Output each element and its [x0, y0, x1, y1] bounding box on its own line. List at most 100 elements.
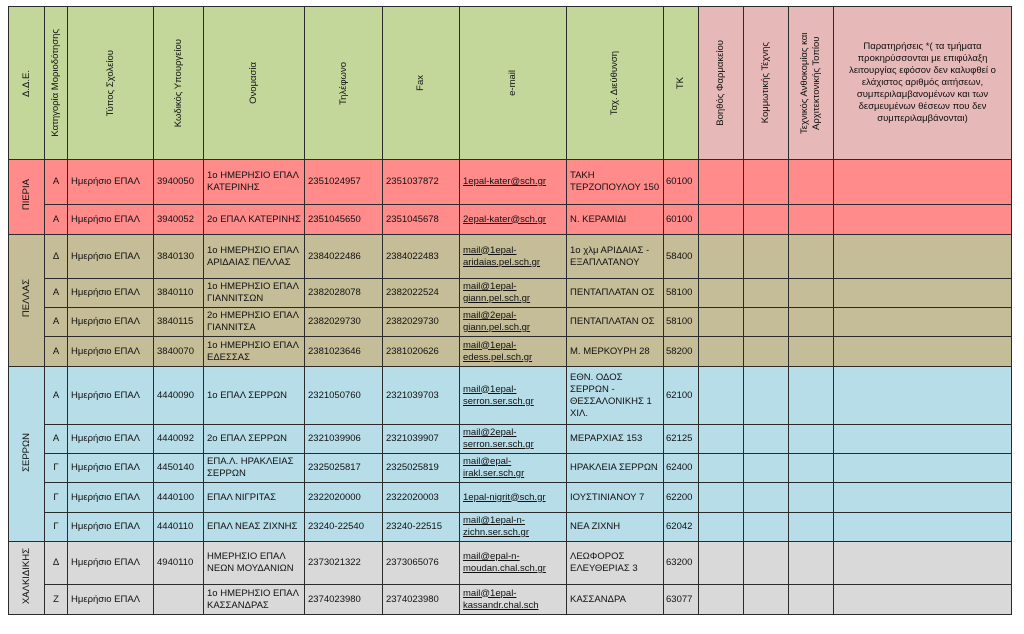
ministry-code-cell: 3940050 — [153, 159, 204, 205]
ministry-code-cell: 4450140 — [153, 453, 204, 483]
phone-cell: 2321039906 — [304, 424, 383, 454]
school-type-cell: Ημερήσιο ΕΠΑΛ — [67, 541, 154, 585]
landscape-cell — [788, 541, 834, 585]
table-row: Α Ημερήσιο ΕΠΑΛ 4440092 2ο ΕΠΑΛ ΣΕΡΡΩΝ 23210… — [9, 424, 1012, 454]
email-link[interactable]: 1epal-nigrit@sch.gr — [459, 482, 567, 513]
remarks-cell — [833, 366, 1012, 425]
school-type-cell: Ημερήσιο ΕΠΑΛ — [67, 453, 154, 483]
school-name-cell: ΕΠΑΛ ΝΕΑΣ ΖΙΧΝΗΣ — [203, 512, 305, 542]
address-cell: ΤΑΚΗ ΤΕΡΖΟΠΟΥΛΟΥ 150 — [566, 159, 664, 205]
email-link[interactable]: mail@1epal-edess.pel.sch.gr — [459, 336, 567, 367]
address-cell: ΛΕΩΦΟΡΟΣ ΕΛΕΥΘΕΡΙΑΣ 3 — [566, 541, 664, 585]
pharmacy-cell — [698, 278, 744, 308]
phone-cell: 2325025817 — [304, 453, 383, 483]
hair-styling-cell — [743, 159, 789, 205]
school-name-cell: 1ο ΗΜΕΡΗΣΙΟ ΕΠΑΛ ΓΙΑΝΝΙΤΣΩΝ — [203, 278, 305, 308]
email-link[interactable]: mail@2epal-giann.pel.sch.gr — [459, 307, 567, 337]
address-cell: ΠΕΝΤΑΠΛΑΤΑΝ ΟΣ — [566, 307, 664, 337]
remarks-cell — [833, 584, 1012, 615]
header-remarks: Παρατηρήσεις *( τα τμήματα προκηρύσσοντα… — [833, 6, 1012, 160]
header-tk: ΤΚ — [663, 6, 699, 160]
header-dde: Δ.Δ.Ε. — [8, 6, 45, 160]
phone-cell: 2384022486 — [304, 234, 383, 279]
tk-cell: 62400 — [663, 453, 699, 483]
remarks-cell — [833, 307, 1012, 337]
region-label: ΠΙΕΡΙΑ — [20, 179, 32, 211]
email-link[interactable]: mail@epal-irakl.ser.sch.gr — [459, 453, 567, 483]
pharmacy-cell — [698, 541, 744, 585]
region-cell: ΠΙΕΡΙΑ — [8, 159, 45, 235]
fax-cell: 2384022483 — [382, 234, 460, 279]
tk-cell: 62125 — [663, 424, 699, 454]
fax-cell: 2321039703 — [382, 366, 460, 425]
landscape-cell — [788, 336, 834, 367]
hair-styling-cell — [743, 512, 789, 542]
table-row: Α Ημερήσιο ΕΠΑΛ 3940052 2ο ΕΠΑΛ ΚΑΤΕΡΙΝΗΣ 23… — [9, 204, 1012, 235]
header-name: Ονομασία — [203, 6, 305, 160]
table-row: ΠΕΛΛΑΣ Δ Ημερήσιο ΕΠΑΛ 3840130 1ο ΗΜΕΡΗΣΙΟ Ε… — [8, 234, 1012, 367]
remarks-cell — [833, 159, 1012, 205]
landscape-cell — [788, 482, 834, 513]
phone-cell: 2351024957 — [304, 159, 383, 205]
landscape-cell — [788, 278, 834, 308]
pharmacy-cell — [698, 584, 744, 615]
email-link[interactable]: mail@1epal-giann.pel.sch.gr — [459, 278, 567, 308]
category-cell: Α — [44, 159, 68, 205]
tk-cell: 60100 — [663, 159, 699, 205]
hair-styling-cell — [743, 453, 789, 483]
remarks-cell — [833, 541, 1012, 585]
fax-cell: 2374023980 — [382, 584, 460, 615]
pharmacy-cell — [698, 336, 744, 367]
school-name-cell: 1ο ΗΜΕΡΗΣΙΟ ΕΠΑΛ ΑΡΙΔΑΙΑΣ ΠΕΛΛΑΣ — [203, 234, 305, 279]
region-cell: ΧΑΛΚΙΔΙΚΗΣ — [8, 541, 45, 615]
fax-cell: 2382022524 — [382, 278, 460, 308]
category-cell: Α — [44, 336, 68, 367]
region-cell: ΠΕΛΛΑΣ — [8, 234, 45, 367]
region-label: ΧΑΛΚΙΔΙΚΗΣ — [20, 547, 32, 605]
school-type-cell: Ημερήσιο ΕΠΑΛ — [67, 278, 154, 308]
address-cell: Μ. ΜΕΡΚΟΥΡΗ 28 — [566, 336, 664, 367]
phone-cell: 2381023646 — [304, 336, 383, 367]
schools-table: Δ.Δ.Ε. Κατηγορία Μοριοδότησης Τύπος Σχολ… — [8, 6, 1012, 615]
email-link[interactable]: mail@1epal-aridaias.pel.sch.gr — [459, 234, 567, 279]
email-link[interactable]: mail@1epal-kassandr.chal.sch — [459, 584, 567, 615]
ministry-code-cell: 4940110 — [153, 541, 204, 585]
category-cell: Α — [44, 204, 68, 235]
ministry-code-cell: 4440110 — [153, 512, 204, 542]
school-name-cell: ΕΠΑ.Λ. ΗΡΑΚΛΕΙΑΣ ΣΕΡΡΩΝ — [203, 453, 305, 483]
table-row: Α Ημερήσιο ΕΠΑΛ 3840115 2ο ΗΜΕΡΗΣΙΟ ΕΠΑΛ ΓΙ… — [9, 307, 1012, 337]
header-row: Δ.Δ.Ε. Κατηγορία Μοριοδότησης Τύπος Σχολ… — [8, 6, 1012, 160]
table-row: Γ Ημερήσιο ΕΠΑΛ 4440110 ΕΠΑΛ ΝΕΑΣ ΖΙΧΝΗΣ 232… — [9, 512, 1012, 542]
email-link[interactable]: 1epal-kater@sch.gr — [459, 159, 567, 205]
tk-cell: 62042 — [663, 512, 699, 542]
pharmacy-cell — [698, 159, 744, 205]
table-row: Γ Ημερήσιο ΕΠΑΛ 4440100 ΕΠΑΛ ΝΙΓΡΙΤΑΣ 232202… — [9, 482, 1012, 513]
fax-cell: 2325025819 — [382, 453, 460, 483]
email-link[interactable]: mail@1epal-serron.ser.sch.gr — [459, 366, 567, 425]
ministry-code-cell: 3840115 — [153, 307, 204, 337]
remarks-cell — [833, 424, 1012, 454]
category-cell: Γ — [44, 512, 68, 542]
phone-cell: 2374023980 — [304, 584, 383, 615]
category-cell: Δ — [44, 541, 68, 585]
fax-cell: 23240-22515 — [382, 512, 460, 542]
phone-cell: 2322020000 — [304, 482, 383, 513]
hair-styling-cell — [743, 307, 789, 337]
ministry-code-cell: 4440090 — [153, 366, 204, 425]
category-cell: Γ — [44, 482, 68, 513]
email-link[interactable]: 2epal-kater@sch.gr — [459, 204, 567, 235]
table-row: Α Ημερήσιο ΕΠΑΛ 3840110 1ο ΗΜΕΡΗΣΙΟ ΕΠΑΛ ΓΙ… — [9, 278, 1012, 308]
header-hair-styling: Κομμωτικής Τέχνης — [743, 6, 789, 160]
address-cell: ΙΟΥΣΤΙΝΙΑΝΟΥ 7 — [566, 482, 664, 513]
pharmacy-cell — [698, 307, 744, 337]
remarks-cell — [833, 278, 1012, 308]
table-row: ΠΙΕΡΙΑ Α Ημερήσιο ΕΠΑΛ 3940050 1ο ΗΜΕΡΗΣΙΟ Ε… — [8, 159, 1012, 235]
email-link[interactable]: mail@1epal-n-zichn.ser.sch.gr — [459, 512, 567, 542]
email-link[interactable]: mail@epal-n-moudan.chal.sch.gr — [459, 541, 567, 585]
fax-cell: 2322020003 — [382, 482, 460, 513]
hair-styling-cell — [743, 424, 789, 454]
email-link[interactable]: mail@2epal-serron.ser.sch.gr — [459, 424, 567, 454]
pharmacy-cell — [698, 366, 744, 425]
category-cell: Α — [44, 366, 68, 425]
header-fax: Fax — [382, 6, 460, 160]
